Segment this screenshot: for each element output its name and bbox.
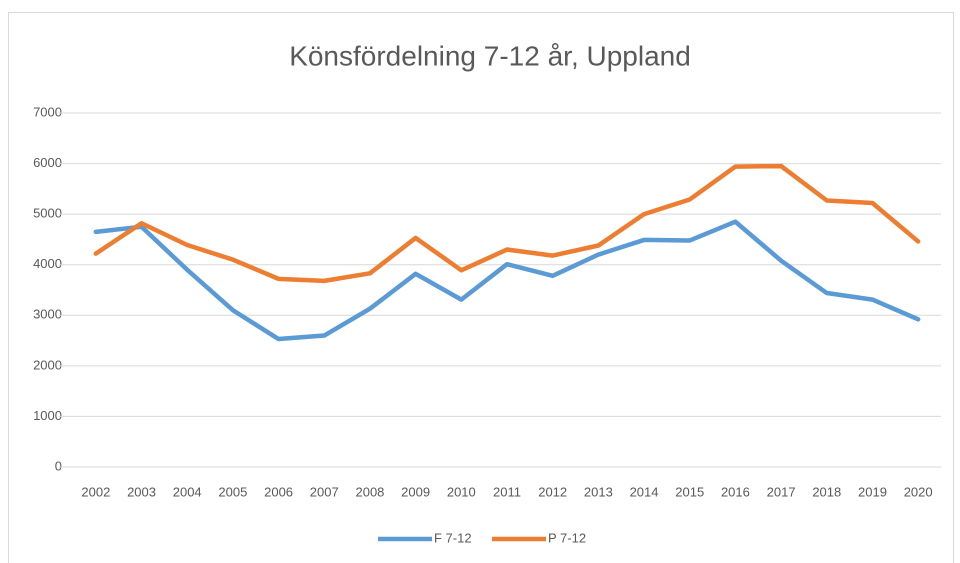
x-tick-label: 2011 [493, 484, 521, 499]
y-tick-label: 5000 [33, 206, 62, 221]
y-tick-label: 6000 [33, 155, 62, 170]
y-tick-label: 2000 [33, 357, 62, 372]
legend-label: F 7-12 [434, 530, 472, 545]
chart-border [8, 12, 954, 563]
x-tick-label: 2004 [173, 484, 202, 499]
y-tick-label: 1000 [33, 408, 62, 423]
x-tick-label: 2002 [81, 484, 110, 499]
x-tick-label: 2014 [630, 484, 659, 499]
x-tick-label: 2018 [812, 484, 841, 499]
y-tick-label: 7000 [33, 104, 62, 119]
legend-label: P 7-12 [548, 530, 586, 545]
x-tick-label: 2009 [401, 484, 430, 499]
x-tick-label: 2003 [127, 484, 156, 499]
x-tick-label: 2010 [447, 484, 476, 499]
line-series [93, 219, 921, 342]
x-tick-label: 2012 [538, 484, 567, 499]
x-tick-label: 2015 [675, 484, 704, 499]
x-tick-label: 2017 [767, 484, 796, 499]
x-tick-label: 2020 [904, 484, 933, 499]
y-tick-label: 3000 [33, 307, 62, 322]
y-tick-label: 4000 [33, 256, 62, 271]
x-tick-label: 2005 [218, 484, 247, 499]
x-tick-label: 2007 [310, 484, 339, 499]
x-tick-label: 2006 [264, 484, 293, 499]
y-tick-label: 0 [55, 458, 62, 473]
x-tick-label: 2008 [355, 484, 384, 499]
x-tick-label: 2019 [858, 484, 887, 499]
x-tick-label: 2013 [584, 484, 613, 499]
chart-title: Könsfördelning 7-12 år, Uppland [289, 40, 691, 71]
x-tick-label: 2016 [721, 484, 750, 499]
line-series [93, 163, 921, 284]
